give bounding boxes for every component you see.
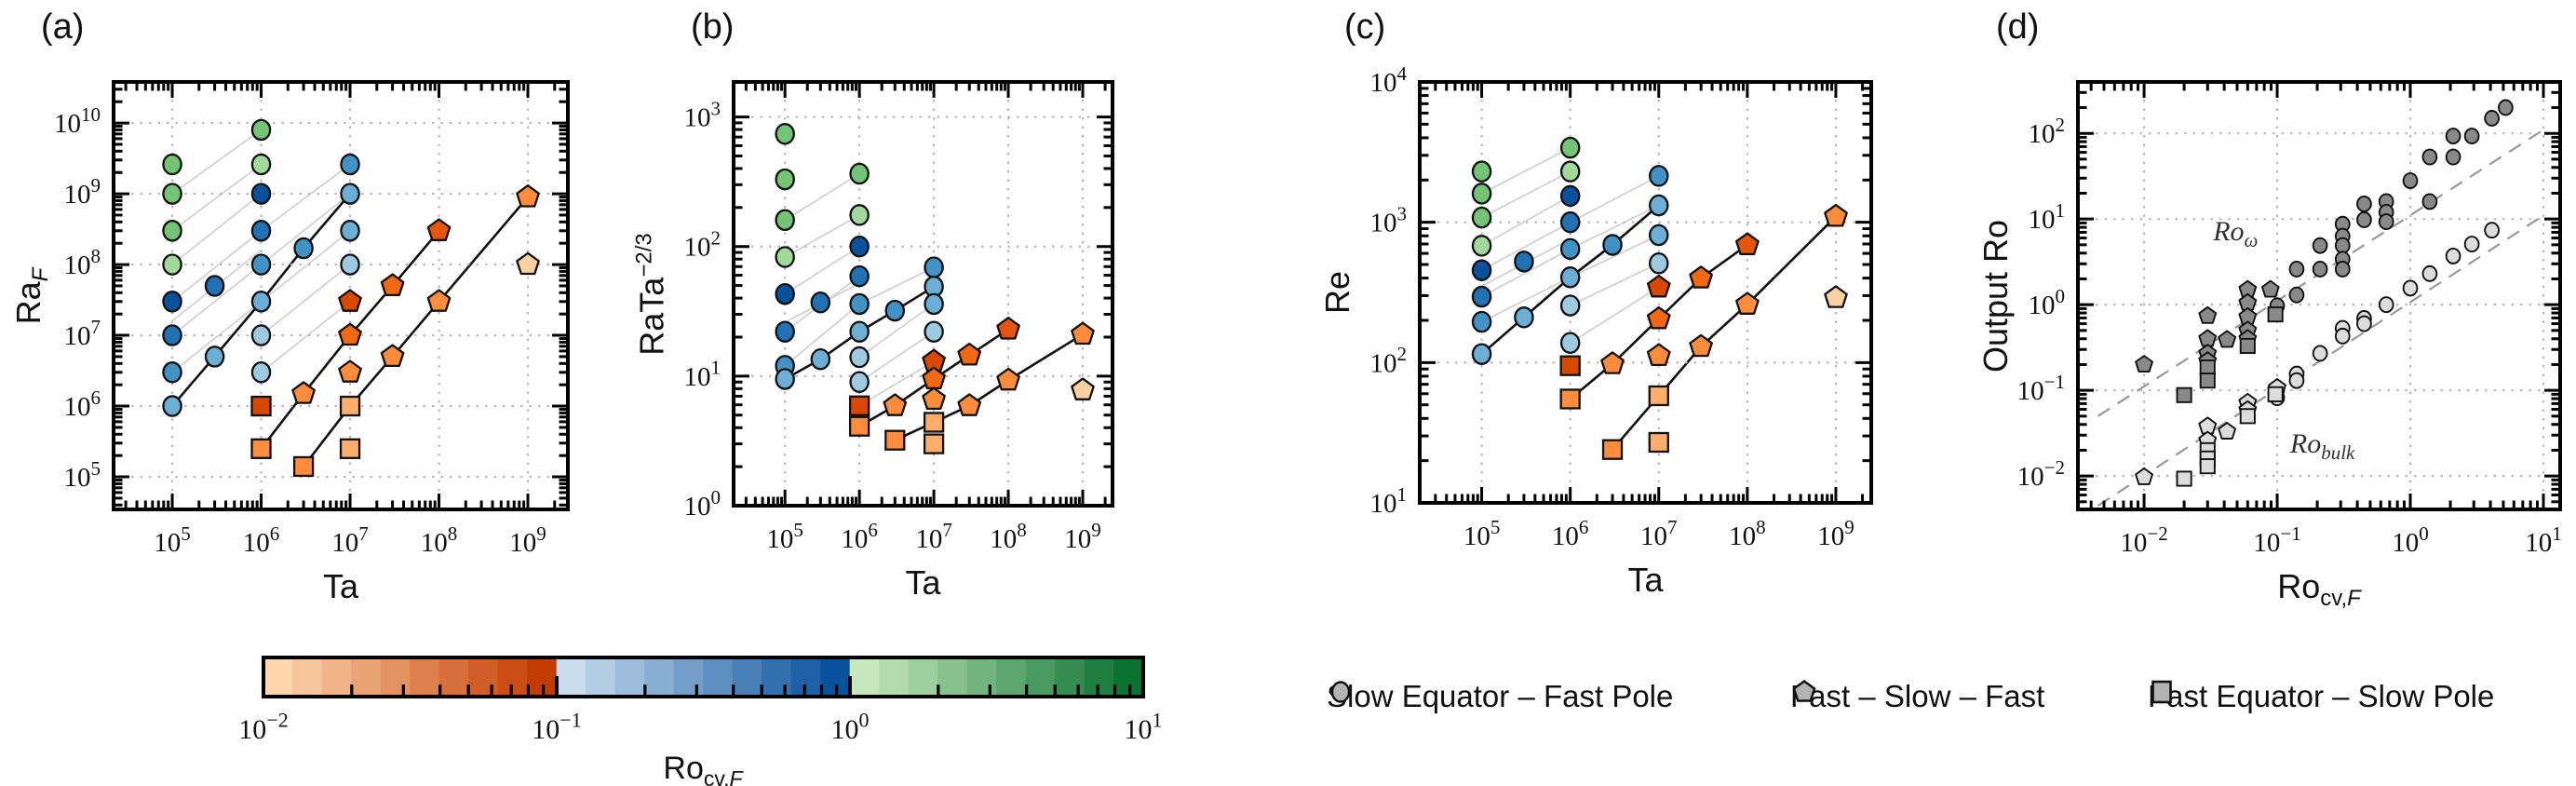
svg-text:100: 100 — [2392, 522, 2429, 558]
circle-marker-icon — [1330, 681, 1351, 703]
panel-b-letter: (b) — [691, 7, 735, 47]
panel-a-axes: 105 106 107 108 109 105 106 107 108 109 1010 — [54, 80, 570, 558]
svg-text:10−2: 10−2 — [2120, 522, 2167, 558]
pentagon-marker-icon — [1792, 680, 1816, 702]
panel-b-xlabel: Ta — [905, 563, 941, 602]
svg-text:101: 101 — [2525, 522, 2562, 558]
svg-text:109: 109 — [509, 522, 546, 558]
square-marker-icon — [2151, 680, 2172, 704]
svg-text:100: 100 — [2029, 285, 2066, 320]
svg-text:10−1: 10−1 — [2017, 371, 2065, 406]
svg-text:101: 101 — [684, 357, 722, 392]
legend-item-fast-equator-slow-pole: Fast Equator – Slow Pole — [2148, 678, 2494, 715]
svg-text:10−2: 10−2 — [238, 708, 288, 745]
panel-d-axes: 10−2 10−1 100 101 10−2 10−1 100 101 102 — [2017, 80, 2562, 558]
colorbar-title: Rocv,F — [663, 751, 743, 786]
svg-text:107: 107 — [915, 519, 951, 554]
annotation-ro-bulk: Robulk — [2289, 427, 2355, 464]
panel-a-letter: (a) — [41, 7, 85, 47]
svg-text:109: 109 — [64, 174, 101, 210]
svg-text:108: 108 — [421, 522, 458, 558]
panel-a-data-points — [162, 118, 540, 478]
svg-text:101: 101 — [1370, 483, 1408, 519]
svg-text:10−1: 10−1 — [532, 708, 581, 745]
svg-text:103: 103 — [1370, 202, 1408, 237]
svg-text:106: 106 — [841, 519, 878, 554]
svg-text:101: 101 — [2029, 199, 2066, 235]
legend-label: Slow Equator – Fast Pole — [1327, 679, 1674, 713]
svg-text:105: 105 — [64, 457, 101, 493]
svg-text:100: 100 — [684, 486, 722, 522]
panel-b-axes: 105 106 107 108 109 100 101 102 103 — [684, 80, 1114, 554]
svg-text:105: 105 — [154, 522, 191, 558]
panel-d-letter: (d) — [1996, 7, 2040, 47]
panel-b-ylabel: RaTa−2/3 — [631, 232, 671, 356]
svg-text:106: 106 — [243, 522, 280, 558]
svg-text:107: 107 — [64, 316, 101, 351]
panel-d-xlabel: Rocv,F — [2277, 567, 2361, 612]
legend-label: Fast – Slow – Fast — [1790, 679, 2045, 713]
legend-label: Fast Equator – Slow Pole — [2148, 679, 2495, 713]
panel-d-data-points — [2135, 99, 2514, 487]
svg-text:108: 108 — [1729, 516, 1766, 551]
panel-c-data-points — [1471, 136, 1848, 460]
svg-text:101: 101 — [1125, 708, 1163, 745]
svg-text:109: 109 — [1064, 519, 1101, 554]
svg-text:102: 102 — [1370, 343, 1408, 378]
panel-c-ylabel: Re — [1318, 270, 1356, 315]
annotation-ro-omega: Roω — [2213, 216, 2259, 252]
svg-text:106: 106 — [64, 386, 101, 422]
svg-text:105: 105 — [766, 519, 803, 554]
svg-text:109: 109 — [1817, 516, 1854, 551]
panel-a-ylabel: RaF — [8, 267, 54, 324]
legend-item-fast-slow-fast: Fast – Slow – Fast — [1790, 678, 2044, 715]
svg-text:10−1: 10−1 — [2253, 522, 2300, 558]
svg-text:106: 106 — [1552, 516, 1589, 551]
svg-text:107: 107 — [331, 522, 369, 558]
svg-text:105: 105 — [1463, 516, 1501, 551]
svg-text:100: 100 — [831, 708, 870, 745]
panel-c-xlabel: Ta — [1627, 561, 1664, 599]
colorbar: 10−2 10−1 100 101 — [238, 656, 1163, 745]
panel-b-data-points — [775, 123, 1095, 454]
panel-a-xlabel: Ta — [322, 567, 359, 605]
legend-item-slow-equator-fast-pole: Slow Equator – Fast Pole — [1327, 678, 1673, 715]
svg-text:104: 104 — [1370, 62, 1408, 98]
svg-text:1010: 1010 — [54, 103, 101, 139]
panel-c-axes: 105 106 107 108 109 101 102 103 104 — [1370, 62, 1873, 551]
svg-text:108: 108 — [64, 245, 101, 280]
panel-c-letter: (c) — [1344, 7, 1386, 47]
svg-text:107: 107 — [1640, 516, 1678, 551]
svg-text:102: 102 — [2029, 114, 2066, 149]
svg-text:108: 108 — [990, 519, 1027, 554]
svg-text:102: 102 — [684, 227, 722, 263]
svg-text:10−2: 10−2 — [2017, 456, 2065, 492]
panel-d-ylabel: Output Ro — [1976, 219, 2015, 373]
svg-text:103: 103 — [684, 97, 722, 132]
